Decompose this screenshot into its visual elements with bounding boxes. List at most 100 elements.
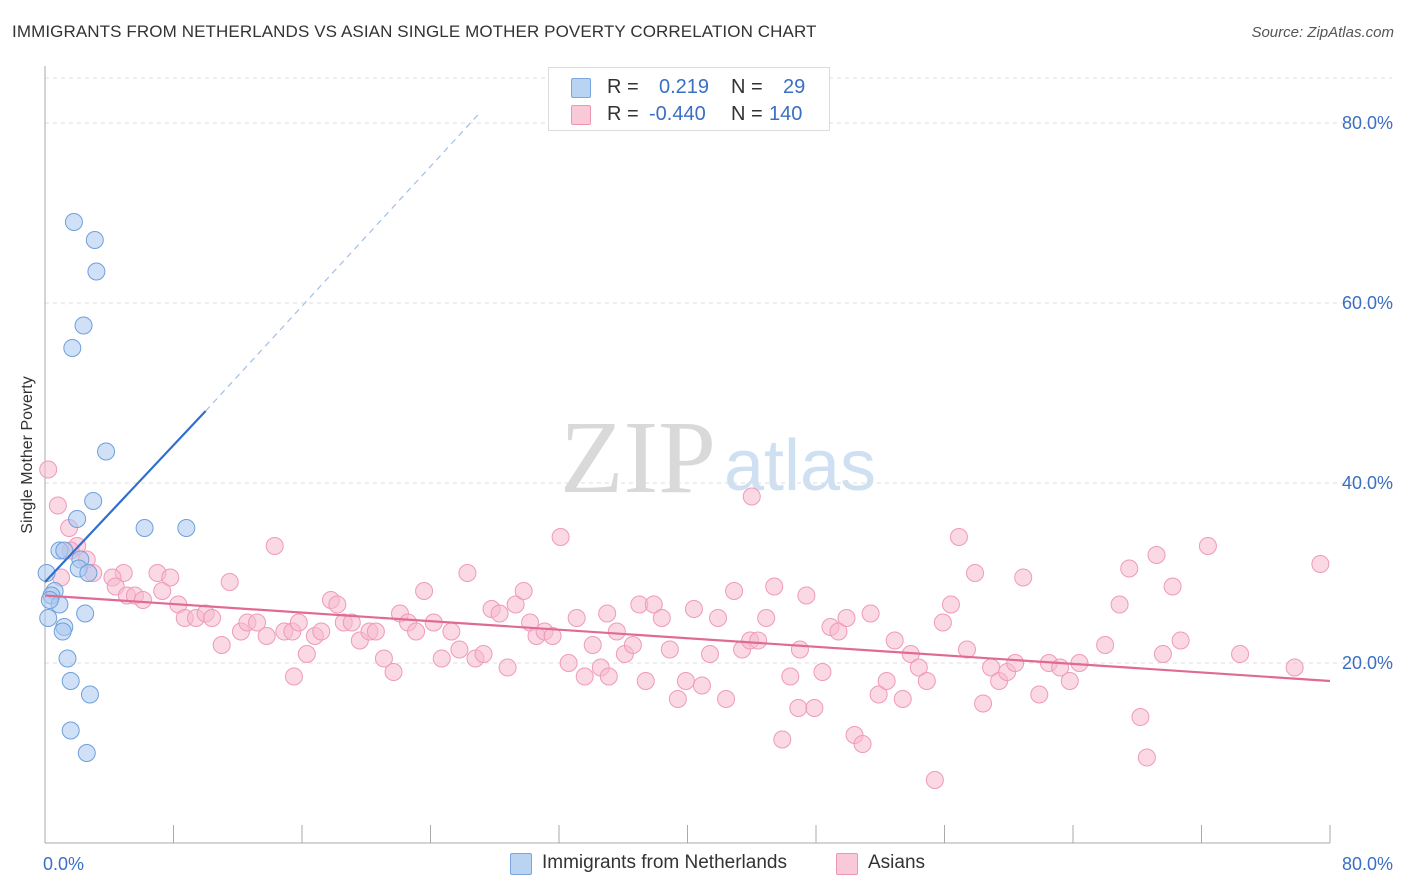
asians-point — [248, 613, 267, 632]
asians-point — [652, 609, 671, 627]
asians-point — [1131, 708, 1150, 726]
x-tick-label: 80.0% — [1342, 854, 1393, 874]
legend-n-label: N = — [731, 76, 763, 98]
asians-point — [757, 609, 776, 627]
asians-point — [957, 640, 976, 659]
x-tick-label: 0.0% — [43, 854, 84, 874]
asians-point — [442, 622, 461, 641]
asians-point — [1060, 672, 1079, 690]
asians-point — [1110, 595, 1129, 614]
asians-point — [749, 631, 768, 650]
netherlands-point — [79, 564, 98, 582]
asians-point — [1153, 645, 1172, 663]
asians-point — [909, 658, 928, 677]
asians-point — [773, 730, 792, 749]
y-tick-label: 20.0% — [1342, 653, 1393, 673]
asians-point — [220, 573, 239, 591]
asians-point — [284, 667, 303, 686]
asians-point — [949, 528, 968, 546]
legend-swatch-pink — [571, 105, 591, 125]
tick-labels: 20.0% 40.0% 60.0% 80.0% 0.0% 80.0% — [43, 113, 1393, 874]
asians-point — [805, 699, 824, 717]
netherlands-point — [40, 591, 59, 609]
netherlands-points — [37, 213, 196, 762]
netherlands-point — [53, 622, 72, 641]
netherlands-point — [97, 442, 116, 461]
netherlands-point — [58, 649, 77, 668]
asians-point — [257, 627, 276, 645]
netherlands-point — [61, 672, 80, 690]
asians-point — [742, 487, 761, 506]
netherlands-trend-extension — [205, 113, 480, 412]
legend-n-label: N = — [731, 103, 763, 125]
asians-point — [789, 699, 808, 717]
legend-n-value: 140 — [769, 103, 803, 125]
asians-point — [1163, 577, 1182, 596]
asians-point — [598, 604, 617, 623]
asians-point — [893, 690, 912, 708]
asians-point — [559, 654, 578, 672]
asians-point — [161, 568, 180, 587]
legend-r-value: -0.440 — [649, 103, 706, 125]
bottom-legend-swatch-pink — [836, 853, 858, 875]
gridlines — [45, 77, 1392, 664]
netherlands-point — [74, 316, 93, 335]
asians-point — [925, 771, 944, 789]
asians-point — [829, 622, 848, 641]
netherlands-point — [68, 510, 87, 528]
asians-point — [941, 595, 960, 614]
asians-point — [692, 676, 711, 695]
asians-point — [490, 604, 509, 623]
asians-point — [342, 613, 361, 632]
asians-point — [432, 649, 451, 668]
asians-point — [861, 604, 880, 623]
netherlands-point — [64, 213, 83, 231]
asians-point — [644, 595, 663, 614]
asians-point — [1198, 537, 1217, 555]
asians-point — [153, 582, 172, 600]
netherlands-point — [55, 541, 74, 560]
asians-point — [966, 564, 985, 582]
asians-point — [885, 631, 904, 650]
asians-point — [725, 582, 744, 600]
asians-point — [374, 649, 393, 668]
legend-r-label: R = — [607, 103, 639, 125]
asians-point — [1231, 645, 1250, 663]
source-label: Source: ZipAtlas.com — [1251, 24, 1394, 41]
asians-point — [1030, 685, 1049, 704]
netherlands-point — [61, 721, 80, 740]
asians-point — [407, 622, 426, 641]
asians-point — [1147, 546, 1166, 564]
asians-point — [717, 690, 736, 708]
asians-point — [450, 640, 469, 659]
netherlands-point — [177, 519, 196, 537]
asians-point — [684, 600, 703, 618]
asians-point — [781, 667, 800, 686]
asians-point — [48, 496, 67, 515]
asians-point — [297, 645, 316, 663]
netherlands-point — [135, 519, 154, 537]
asians-point — [575, 667, 594, 686]
bottom-legend-label: Asians — [868, 852, 926, 873]
asians-point — [1285, 658, 1304, 677]
legend-r-label: R = — [607, 76, 639, 98]
asians-trend-line — [44, 594, 1331, 683]
trend-lines — [44, 113, 1331, 683]
netherlands-point — [80, 685, 99, 704]
asians-points — [39, 460, 1330, 789]
asians-point — [1171, 631, 1190, 650]
axes — [44, 66, 1331, 844]
asians-point — [1006, 654, 1025, 672]
watermark-zip: ZIP — [560, 400, 716, 515]
asians-point — [328, 595, 347, 614]
asians-point — [607, 622, 626, 641]
asians-point — [474, 645, 493, 663]
asians-point — [39, 460, 58, 479]
asians-point — [551, 528, 570, 546]
asians-point — [265, 537, 284, 555]
asians-point — [415, 582, 434, 600]
legend-r-value: 0.219 — [659, 76, 710, 98]
correlation-legend: R = 0.219 N = 29 R = -0.440 N = 140 — [548, 67, 830, 131]
asians-point — [1014, 568, 1033, 587]
